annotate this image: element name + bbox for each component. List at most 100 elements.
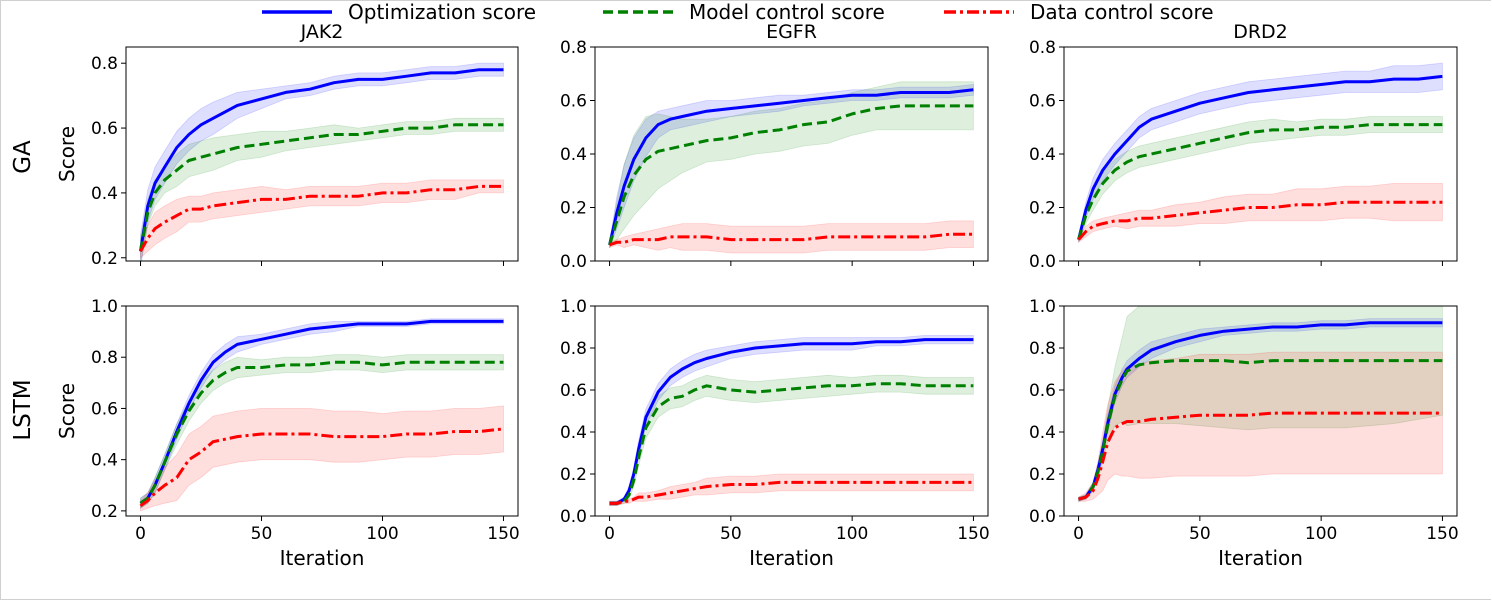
x-axis-label: Iteration (749, 546, 834, 570)
axes-frame (125, 305, 519, 517)
y-tick-label: 0.0 (1029, 507, 1056, 527)
y-tick-label: 0.8 (1029, 339, 1056, 359)
x-axis-label: Iteration (1218, 546, 1303, 570)
y-tick-label: 0.8 (560, 339, 587, 359)
y-axis-label: Score (55, 126, 79, 182)
y-axis-label: Score (55, 383, 79, 439)
plot-area (1077, 62, 1443, 244)
series-band (140, 354, 504, 510)
series-line (139, 427, 504, 508)
y-tick-label: 1.0 (1029, 297, 1056, 317)
y-tick-label: 0.2 (560, 199, 587, 219)
y-tick-label: 0.8 (91, 348, 118, 368)
series-line (139, 123, 504, 252)
y-tick-label: 0.8 (1029, 38, 1056, 58)
y-tick-label: 0.2 (1029, 199, 1056, 219)
legend-entry: Data control score (944, 0, 1214, 24)
series-line (609, 480, 974, 505)
panel-title: JAK2 (300, 21, 344, 43)
x-tick-label: 150 (1426, 524, 1458, 544)
y-tick-label: 0.4 (1029, 145, 1056, 165)
y-tick-label: 0.6 (1029, 381, 1056, 401)
legend-label: Optimization score (348, 0, 536, 24)
series-band (609, 220, 974, 254)
y-tick-label: 1.0 (560, 297, 587, 317)
axes-frame (594, 305, 989, 517)
panel: 0.0 0.2 0.4 0.6 0.8 DRD2 (1029, 21, 1458, 272)
series-band (1078, 351, 1443, 502)
series-band (140, 62, 504, 261)
x-tick-label: 100 (1305, 524, 1337, 544)
series-line (609, 232, 974, 247)
x-tick-label: 150 (957, 524, 989, 544)
series-line (139, 68, 504, 252)
y-tick-label: 0.6 (1029, 92, 1056, 112)
x-axis-label: Iteration (280, 546, 365, 570)
series-band (609, 81, 974, 249)
series-band (1078, 182, 1443, 244)
series-line (609, 338, 974, 505)
y-tick-label: 0.0 (1029, 252, 1056, 272)
series-band (609, 334, 974, 506)
panel: 0 50 100 150 0.2 0.4 0.6 0.8 1.0 Iteration Score (55, 297, 520, 570)
series-line (608, 88, 974, 246)
plot-area (1078, 306, 1443, 502)
x-tick-label: 50 (1189, 524, 1211, 544)
series-band (1078, 318, 1443, 502)
x-tick-label: 50 (720, 524, 742, 544)
series-line (1077, 200, 1443, 241)
y-tick-label: 0.0 (560, 252, 587, 272)
panel-title: EGFR (766, 21, 817, 43)
row-label: GA (10, 140, 36, 174)
series-band (140, 117, 504, 261)
y-tick-label: 0.6 (91, 399, 118, 419)
y-tick-label: 0.4 (91, 184, 118, 204)
y-tick-label: 0.8 (91, 54, 118, 74)
x-tick-label: 0 (1073, 524, 1084, 544)
y-tick-label: 0.2 (91, 502, 118, 522)
y-tick-label: 0.6 (91, 119, 118, 139)
series-band (1078, 306, 1443, 502)
y-tick-label: 0.0 (560, 507, 587, 527)
x-tick-label: 100 (836, 524, 868, 544)
series-line (139, 184, 504, 253)
y-tick-label: 0.4 (91, 451, 118, 471)
y-tick-label: 0.6 (560, 92, 587, 112)
plot-area (139, 62, 504, 261)
series-band (1078, 62, 1443, 243)
x-tick-label: 0 (604, 524, 615, 544)
panel: 0 50 100 150 0.0 0.2 0.4 0.6 0.8 1.0 Iteration (560, 297, 990, 570)
series-band (609, 84, 974, 248)
series-line (1077, 74, 1443, 240)
series-line (1077, 123, 1443, 241)
legend-entry: Model control score (603, 0, 885, 24)
panel: 0.2 0.4 0.6 0.8 JAK2 Score (55, 21, 519, 269)
y-tick-label: 1.0 (91, 297, 118, 317)
legend-label: Model control score (689, 0, 885, 24)
y-tick-label: 0.8 (560, 38, 587, 58)
x-tick-label: 50 (251, 524, 273, 544)
panel: 0 50 100 150 0.0 0.2 0.4 0.6 0.8 1.0 Iteration (1029, 297, 1459, 570)
series-line (1078, 411, 1443, 501)
series-line (139, 360, 504, 505)
y-tick-label: 0.4 (560, 423, 587, 443)
y-tick-label: 0.4 (560, 145, 587, 165)
legend-label: Data control score (1030, 0, 1214, 24)
x-tick-label: 100 (366, 524, 398, 544)
axes-frame (1063, 305, 1458, 517)
series-line (609, 382, 974, 505)
series-band (140, 405, 504, 512)
row-label: LSTM (10, 379, 36, 440)
legend-entry: Optimization score (262, 0, 536, 24)
y-tick-label: 0.2 (1029, 465, 1056, 485)
series-band (140, 179, 504, 259)
series-line (608, 104, 974, 246)
series-line (1078, 359, 1443, 501)
y-tick-label: 0.2 (560, 465, 587, 485)
plot-area (139, 318, 504, 512)
series-band (609, 374, 974, 506)
series-band (1078, 116, 1443, 243)
series-band (609, 473, 974, 506)
y-tick-label: 0.2 (91, 249, 118, 269)
